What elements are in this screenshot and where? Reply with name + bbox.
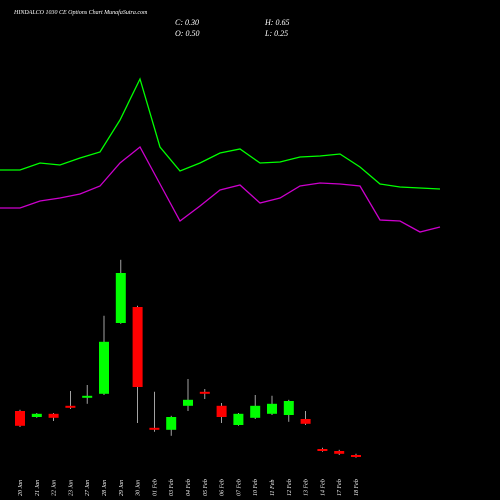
candle-body — [115, 273, 126, 323]
x-tick-label: 03 Feb — [169, 479, 175, 496]
x-tick-label: 12 Feb — [287, 479, 293, 496]
header-low: L: 0.25 — [264, 29, 288, 38]
header-open: O: 0.50 — [175, 29, 199, 38]
x-tick-label: 17 Feb — [337, 479, 343, 496]
candle-body — [334, 451, 345, 454]
candle-body — [31, 413, 42, 417]
indicator-line — [0, 77, 441, 190]
header-high: H: 0.65 — [264, 18, 289, 27]
candle-body — [283, 401, 294, 415]
x-tick-label: 20 Jan — [18, 480, 24, 496]
x-tick-label: 30 Jan — [136, 480, 142, 497]
candle-body — [99, 341, 109, 394]
candle-body — [267, 403, 277, 414]
x-tick-label: 28 Jan — [102, 480, 108, 496]
x-tick-label: 10 Feb — [253, 479, 259, 496]
x-tick-label: 21 Jan — [35, 480, 41, 496]
candle-body — [166, 417, 177, 430]
x-tick-label: 29 Jan — [119, 480, 125, 496]
x-tick-label: 27 Jan — [85, 480, 91, 496]
x-tick-label: 22 Jan — [52, 480, 58, 496]
x-tick-label: 06 Feb — [220, 479, 226, 496]
header-close: C: 0.30 — [175, 18, 199, 27]
x-tick-label: 11 Feb — [270, 480, 276, 496]
x-tick-label: 14 Feb — [319, 479, 326, 496]
candle-body — [250, 405, 261, 418]
x-tick-label: 05 Feb — [203, 479, 209, 496]
candle-body — [233, 413, 244, 425]
candle-body — [317, 449, 328, 451]
candle-body — [15, 411, 25, 426]
x-tick-label: 07 Feb — [236, 479, 242, 496]
indicator-line — [0, 146, 441, 233]
candle-body — [65, 405, 76, 408]
chart-title: HINDALCO 1030 CE Options Chart MunafaSut… — [13, 9, 148, 16]
candle-body — [351, 455, 361, 457]
x-tick-label: 04 Feb — [185, 479, 192, 496]
x-tick-label: 23 Jan — [68, 480, 74, 496]
x-tick-label: 01 Feb — [152, 479, 158, 496]
candle-body — [199, 391, 210, 394]
candle-body — [183, 399, 193, 406]
candle-body — [300, 419, 311, 424]
candle-body — [132, 307, 143, 387]
candle-body — [216, 405, 227, 417]
x-tick-label: 13 Feb — [304, 479, 310, 496]
candle-body — [82, 395, 93, 398]
candle-body — [48, 413, 59, 418]
x-tick-label: 18 Feb — [354, 479, 360, 496]
candle-body — [149, 427, 160, 430]
